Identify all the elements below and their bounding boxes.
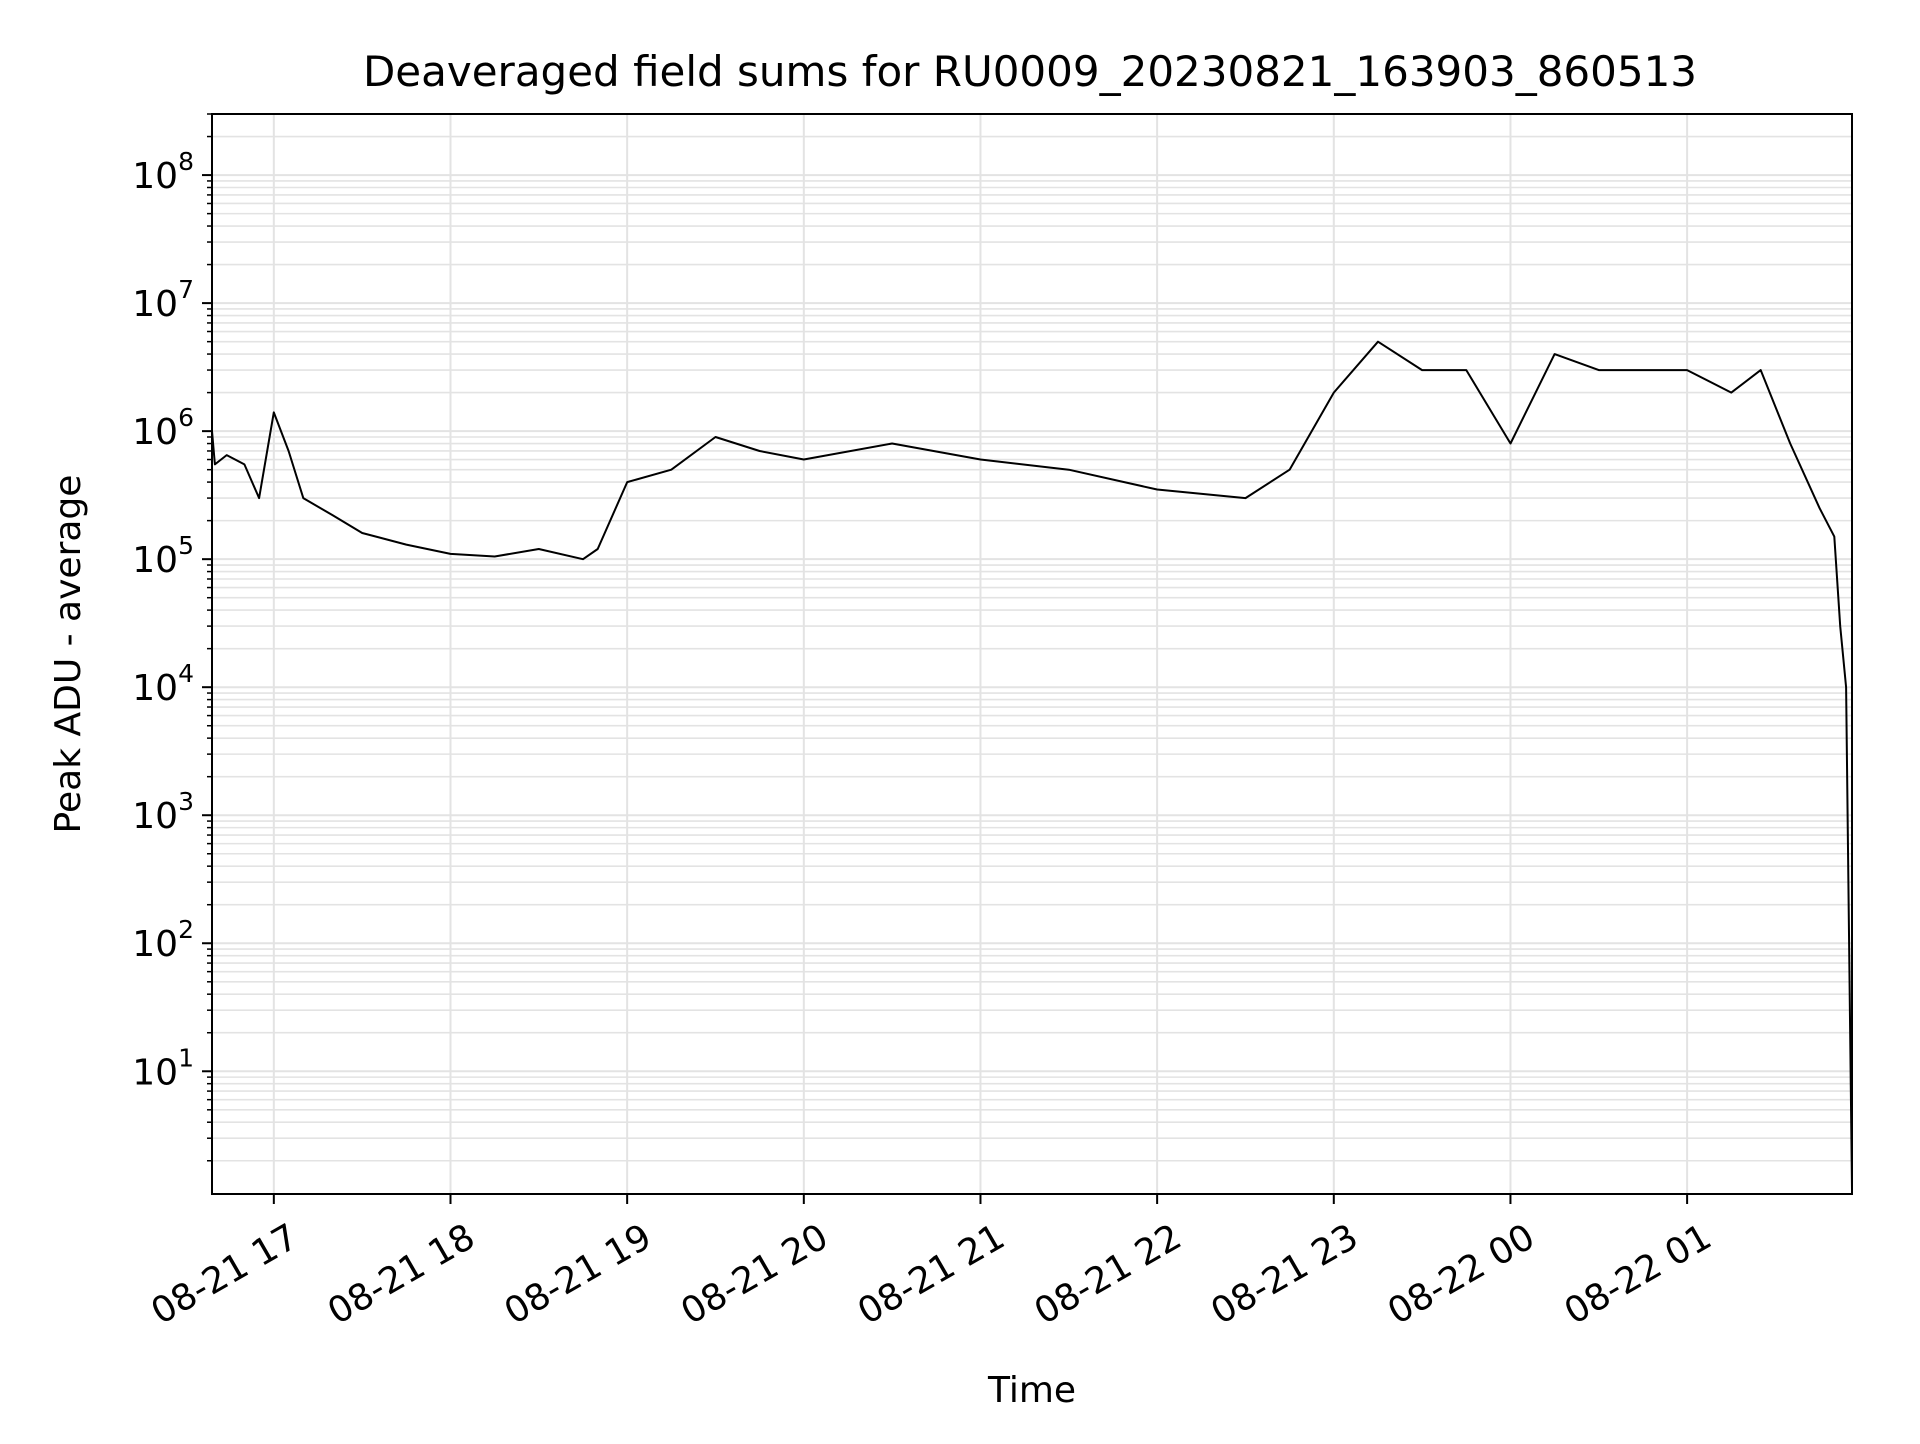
y-tick-label: 104 (132, 659, 194, 709)
x-tick-label: 08-21 17 (144, 1216, 305, 1332)
x-axis-label: Time (987, 1370, 1076, 1411)
x-tick-label: 08-21 23 (1204, 1216, 1365, 1332)
y-axis-label: Peak ADU - average (48, 475, 89, 834)
y-tick-label: 105 (132, 531, 194, 581)
y-axis: 101 102 103 104 105 106 107 108 (132, 113, 212, 1162)
y-tick-label: 108 (132, 147, 194, 197)
y-tick-label: 102 (132, 915, 194, 965)
x-tick-label: 08-22 01 (1558, 1216, 1719, 1332)
x-tick-label: 08-22 00 (1381, 1216, 1542, 1332)
y-tick-label: 103 (132, 787, 194, 837)
y-tick-label: 106 (132, 403, 194, 453)
x-tick-label: 08-21 19 (498, 1216, 659, 1332)
grid (212, 113, 1852, 1194)
x-axis: 08-21 17 08-21 18 08-21 19 08-21 20 08-21 21… (144, 1194, 1718, 1333)
x-tick-label: 08-21 18 (321, 1216, 482, 1332)
y-tick-label: 107 (132, 275, 194, 325)
x-tick-label: 08-21 22 (1028, 1216, 1189, 1332)
plot-frame (211, 113, 1853, 1195)
x-tick-label: 08-21 21 (851, 1216, 1012, 1332)
series-line (211, 340, 1853, 1190)
x-tick-label: 08-21 20 (674, 1216, 835, 1332)
y-tick-label: 101 (132, 1043, 194, 1093)
series-layer (211, 340, 1853, 1190)
chart-title: Deaveraged field sums for RU0009_2023082… (363, 47, 1697, 96)
